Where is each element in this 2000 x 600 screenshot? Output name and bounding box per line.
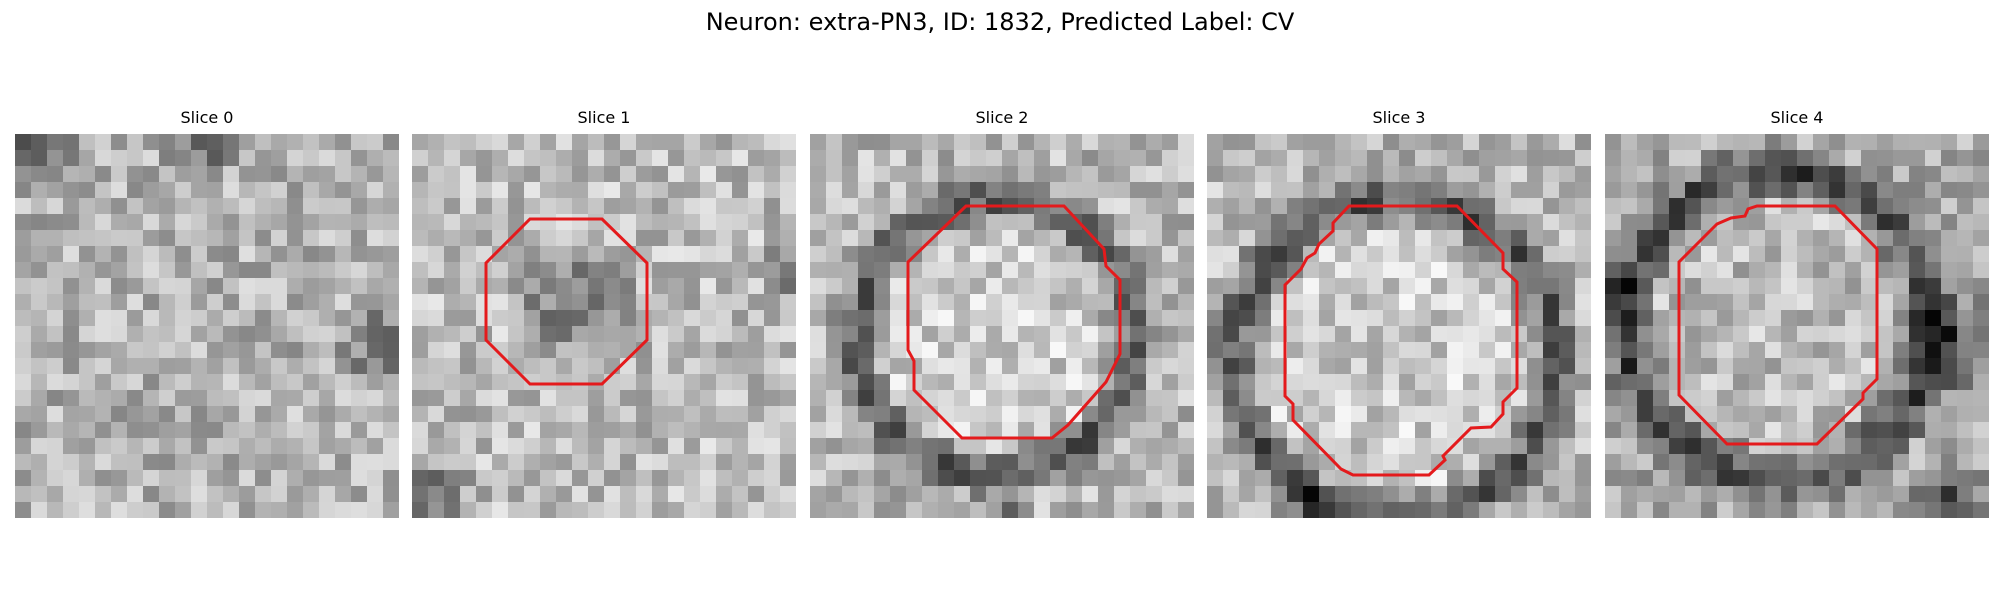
roi-contour-1 <box>484 217 649 386</box>
slice-title-1: Slice 1 <box>577 108 631 127</box>
figure-title: Neuron: extra-PN3, ID: 1832, Predicted L… <box>705 8 1295 36</box>
roi-contour-shape-4 <box>1677 204 1879 446</box>
slice-title-0: Slice 0 <box>180 108 234 127</box>
slice-image-4 <box>1605 134 1989 518</box>
slice-title-4: Slice 4 <box>1770 108 1824 127</box>
roi-contour-shape-1 <box>484 217 649 386</box>
roi-contour-shape-3 <box>1283 204 1519 477</box>
slice-image-1 <box>412 134 796 518</box>
roi-contour-4 <box>1677 204 1879 446</box>
slice-image-2 <box>810 134 1194 518</box>
slice-title-3: Slice 3 <box>1372 108 1426 127</box>
slice-title-2: Slice 2 <box>975 108 1029 127</box>
slice-image-3 <box>1207 134 1591 518</box>
roi-contour-shape-2 <box>906 204 1122 440</box>
roi-contour-3 <box>1283 204 1519 477</box>
roi-contour-2 <box>906 204 1122 440</box>
slice-image-0 <box>15 134 399 518</box>
